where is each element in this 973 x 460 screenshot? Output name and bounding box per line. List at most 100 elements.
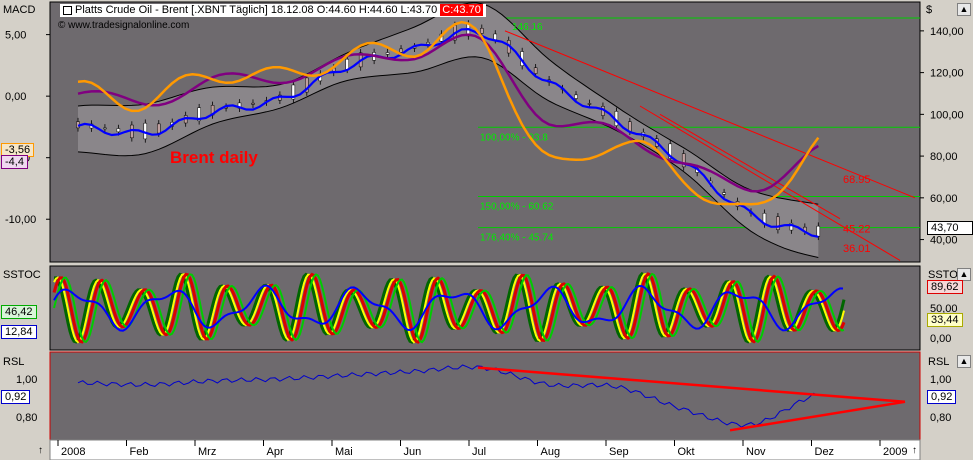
candle-body [776,216,780,230]
last-price-readout: 43,70 [927,221,973,235]
candle-body [426,42,430,45]
collapse-icon[interactable] [63,5,72,15]
x-axis-label: Feb [130,446,149,458]
candle-body [493,33,498,40]
price-tick-label: 60,00 [930,193,958,205]
macd-tick-label: 5,00 [5,30,26,42]
candle-body [399,48,403,53]
sstoc-tick-0: 0,00 [930,333,952,345]
rsl-left-tick-label: 1,00 [16,374,37,386]
ohlc-open: O:44.60 [316,4,356,16]
candle-body [291,84,296,100]
x-axis-label: Okt [678,446,695,458]
rsl-trend-lower [729,400,906,432]
sstoc-slow-line [53,284,844,332]
sstoc-red-line [52,272,846,344]
rsl-scroll-icon[interactable]: ▲ [957,355,971,368]
macd-signal-line [77,33,819,193]
candle-body [197,107,201,122]
x-axis-strip [49,439,921,460]
fib-top-label: 146.16 [512,22,543,33]
x-axis-label: Dez [815,446,835,458]
rsl-right-readout: 0,92 [927,390,957,404]
fib-level-label: 176,40% - 45.74 [480,233,554,244]
currency-label: $ [926,4,933,16]
bollinger-lower [77,56,819,258]
trend-line-mid [659,113,841,220]
sstoc-right-readout-1: 89,62 [927,280,963,294]
x-axis-label: Jun [404,446,422,458]
scroll-left-arrow-icon[interactable]: ↑ [38,445,43,456]
x-axis-label: Sep [609,446,629,458]
macd-tick-label: 0,00 [5,91,26,103]
candle-body [574,94,578,99]
x-axis-label: Mrz [198,446,216,458]
price-moving-average [77,27,819,238]
candle-body [385,52,390,55]
instrument-name: Platts Crude Oil - Brent [.XBNT Täglich]… [75,4,314,16]
sstoc-tick-50: 50,00 [930,303,958,315]
rsl-left-readout: 0,92 [1,390,31,404]
candle-body [251,102,255,105]
copyright-icon: © [58,20,66,31]
sstoc-title: SSTOC [3,269,41,281]
candle-body [116,128,121,133]
website-label: © www.tradesignalonline.com [58,20,190,31]
sstoc-right-readout-2: 33,44 [927,313,963,327]
fib-level-label: 150,00% - 60.62 [480,202,554,213]
sstoc-readout-2: 12,84 [1,325,37,339]
x-axis-label: 2009 [883,446,907,458]
price-tick-label: 140,00 [930,26,964,38]
rsl-line [77,364,819,428]
macd-tick-label: -10,00 [5,214,36,226]
x-axis-label: Jul [472,446,486,458]
candle-body [480,28,484,34]
price-annotation: 36.01 [843,243,871,255]
candle-body [305,77,309,93]
rsl-trend-upper [477,366,906,404]
candle-body [157,123,161,134]
scroll-right-arrow-icon[interactable]: ↑ [912,445,917,456]
rsl-right-title: RSL [928,356,950,368]
candle-body [143,122,148,140]
candle-body [668,143,672,159]
instrument-title: Platts Crude Oil - Brent [.XBNT Täglich]… [60,4,486,17]
sstoc-readout-1: 46,42 [1,305,37,319]
fib-level-label: 100,00% - 93.8 [480,132,548,143]
x-axis-label: Aug [541,446,561,458]
candle-body [345,58,349,70]
candle-body [722,192,726,195]
candle-body [628,121,632,132]
candle-body [587,103,592,105]
price-tick-label: 120,00 [930,68,964,80]
rsl-panel [49,351,921,441]
trend-line-lower [639,105,901,261]
candle-body [533,67,538,74]
rsl-right-tick-label: 0,80 [930,412,951,424]
ohlc-low: L:43.70 [400,4,438,16]
price-annotation: 45.22 [843,224,871,236]
x-axis-label: Mai [335,446,353,458]
ohlc-high: H:44.60 [358,4,398,16]
sstoc-right-title: SSTOC [928,269,966,281]
rsl-title: RSL [3,356,25,368]
brent-daily-annotation: Brent daily [170,148,258,167]
sstoc-green-line [53,272,845,344]
macd-title: MACD [3,4,36,16]
x-axis-label: 2008 [61,446,85,458]
trend-line-upper [504,30,916,199]
price-tick-label: 40,00 [930,235,958,247]
macd-line [77,20,820,206]
candle-body [103,127,107,130]
candle-body [681,153,686,168]
sstoc-scroll-icon[interactable]: ▲ [957,268,971,281]
macd-readout-slow: -4,4 [1,155,28,169]
scroll-up-icon[interactable]: ▲ [957,3,971,16]
price-tick-label: 80,00 [930,151,958,163]
bollinger-band [78,2,819,258]
x-axis-label: Apr [267,446,284,458]
price-tick-label: 100,00 [930,109,964,121]
rsl-right-tick-label: 1,00 [930,374,951,386]
